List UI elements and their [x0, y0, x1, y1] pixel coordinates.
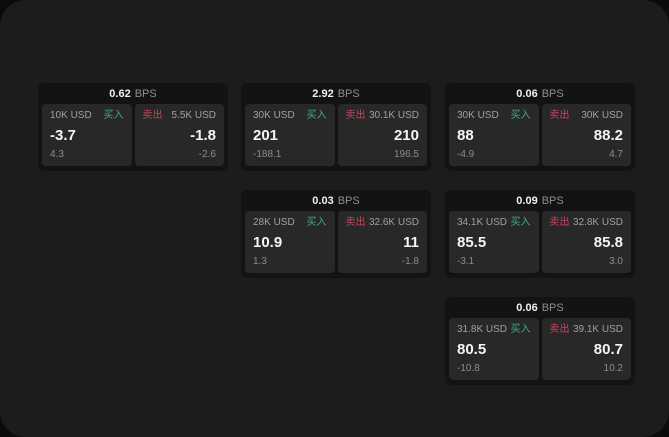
buy-price: 201 [253, 127, 279, 144]
quote-card-body: 28K USD 买入 10.9 1.3 卖出 32.6K USD 11 -1.8 [241, 211, 431, 273]
sell-panel[interactable]: 卖出 32.8K USD 85.8 3.0 [541, 211, 631, 273]
spread-header: 2.92 BPS [241, 83, 431, 104]
buy-change: -3.1 [457, 256, 475, 267]
buy-price: 80.5 [457, 341, 487, 358]
sell-change: 3.0 [609, 256, 623, 267]
buy-panel[interactable]: 30K USD 买入 88 -4.9 [449, 104, 539, 166]
sell-change: -2.6 [198, 149, 216, 160]
sell-change: 196.5 [393, 149, 419, 160]
sell-side-label: 卖出 [549, 110, 570, 121]
buy-panel[interactable]: 10K USD 买入 -3.7 4.3 [42, 104, 132, 166]
sell-amount: 30K USD [581, 110, 623, 121]
sell-panel[interactable]: 卖出 39.1K USD 80.7 10.2 [541, 318, 631, 380]
quote-card-body: 31.8K USD 买入 80.5 -10.8 卖出 39.1K USD 80.… [445, 318, 635, 380]
spread-header: 0.03 BPS [241, 190, 431, 211]
sell-amount: 30.1K USD [368, 110, 419, 121]
sell-panel[interactable]: 卖出 30.1K USD 210 196.5 [337, 104, 427, 166]
sell-amount: 5.5K USD [171, 110, 216, 121]
sell-price: 85.8 [593, 234, 623, 251]
spread-bps-value: 0.06 [516, 87, 538, 100]
sell-side-label: 卖出 [549, 217, 570, 228]
sell-side-label: 卖出 [142, 110, 163, 121]
quote-card-body: 30K USD 买入 201 -188.1 卖出 30.1K USD 210 1… [241, 104, 431, 166]
sell-price: 210 [393, 127, 419, 144]
buy-change: -188.1 [253, 149, 282, 160]
spread-header: 0.62 BPS [38, 83, 228, 104]
quote-card: 2.92 BPS 30K USD 买入 201 -188.1 卖出 30.1K … [241, 83, 431, 171]
sell-change: -1.8 [401, 256, 419, 267]
buy-side-label: 买入 [103, 110, 124, 121]
spread-header: 0.06 BPS [445, 297, 635, 318]
sell-price: 88.2 [593, 127, 623, 144]
buy-change: -10.8 [457, 363, 480, 374]
buy-amount: 30K USD [253, 110, 295, 121]
buy-panel[interactable]: 30K USD 买入 201 -188.1 [245, 104, 335, 166]
spread-header: 0.09 BPS [445, 190, 635, 211]
quote-card: 0.06 BPS 30K USD 买入 88 -4.9 卖出 30K USD 8… [445, 83, 635, 171]
sell-panel[interactable]: 卖出 30K USD 88.2 4.7 [541, 104, 631, 166]
sell-amount: 39.1K USD [572, 324, 623, 335]
sell-side-label: 卖出 [549, 324, 570, 335]
quote-card: 0.03 BPS 28K USD 买入 10.9 1.3 卖出 32.6K US… [241, 190, 431, 278]
buy-price: 10.9 [253, 234, 283, 251]
buy-price: 88 [457, 127, 474, 144]
buy-amount: 34.1K USD [457, 217, 508, 228]
spread-bps-value: 0.03 [312, 194, 334, 207]
buy-price: -3.7 [50, 127, 76, 144]
quote-card: 0.62 BPS 10K USD 买入 -3.7 4.3 卖出 5.5K USD… [38, 83, 228, 171]
buy-side-label: 买入 [510, 324, 531, 335]
buy-amount: 28K USD [253, 217, 295, 228]
sell-price: 80.7 [593, 341, 623, 358]
quote-card-body: 34.1K USD 买入 85.5 -3.1 卖出 32.8K USD 85.8… [445, 211, 635, 273]
buy-side-label: 买入 [306, 110, 327, 121]
quote-card-body: 30K USD 买入 88 -4.9 卖出 30K USD 88.2 4.7 [445, 104, 635, 166]
buy-panel[interactable]: 31.8K USD 买入 80.5 -10.8 [449, 318, 539, 380]
buy-panel[interactable]: 34.1K USD 买入 85.5 -3.1 [449, 211, 539, 273]
buy-amount: 30K USD [457, 110, 499, 121]
sell-side-label: 卖出 [345, 217, 366, 228]
buy-change: 4.3 [50, 149, 64, 160]
sell-change: 10.2 [603, 363, 623, 374]
buy-amount: 31.8K USD [457, 324, 508, 335]
spread-bps-value: 0.62 [109, 87, 131, 100]
spread-bps-value: 2.92 [312, 87, 334, 100]
buy-side-label: 买入 [510, 110, 531, 121]
sell-side-label: 卖出 [345, 110, 366, 121]
buy-amount: 10K USD [50, 110, 92, 121]
sell-panel[interactable]: 卖出 5.5K USD -1.8 -2.6 [134, 104, 224, 166]
spread-bps-unit: BPS [541, 301, 564, 314]
quote-card: 0.06 BPS 31.8K USD 买入 80.5 -10.8 卖出 39.1… [445, 297, 635, 385]
buy-side-label: 买入 [510, 217, 531, 228]
buy-change: -4.9 [457, 149, 475, 160]
sell-amount: 32.6K USD [368, 217, 419, 228]
spread-bps-unit: BPS [337, 194, 360, 207]
sell-panel[interactable]: 卖出 32.6K USD 11 -1.8 [337, 211, 427, 273]
sell-price: -1.8 [190, 127, 216, 144]
buy-side-label: 买入 [306, 217, 327, 228]
spread-bps-unit: BPS [541, 87, 564, 100]
spread-bps-unit: BPS [134, 87, 157, 100]
buy-change: 1.3 [253, 256, 267, 267]
buy-panel[interactable]: 28K USD 买入 10.9 1.3 [245, 211, 335, 273]
quote-card-body: 10K USD 买入 -3.7 4.3 卖出 5.5K USD -1.8 -2.… [38, 104, 228, 166]
spread-bps-value: 0.06 [516, 301, 538, 314]
sell-amount: 32.8K USD [572, 217, 623, 228]
sell-change: 4.7 [609, 149, 623, 160]
spread-bps-value: 0.09 [516, 194, 538, 207]
spread-bps-unit: BPS [541, 194, 564, 207]
spread-header: 0.06 BPS [445, 83, 635, 104]
buy-price: 85.5 [457, 234, 487, 251]
sell-price: 11 [403, 234, 419, 251]
spread-bps-unit: BPS [337, 87, 360, 100]
quote-card: 0.09 BPS 34.1K USD 买入 85.5 -3.1 卖出 32.8K… [445, 190, 635, 278]
